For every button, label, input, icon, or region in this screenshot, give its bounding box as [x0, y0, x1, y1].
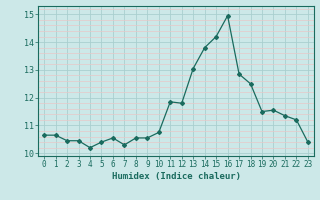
X-axis label: Humidex (Indice chaleur): Humidex (Indice chaleur) — [111, 172, 241, 181]
